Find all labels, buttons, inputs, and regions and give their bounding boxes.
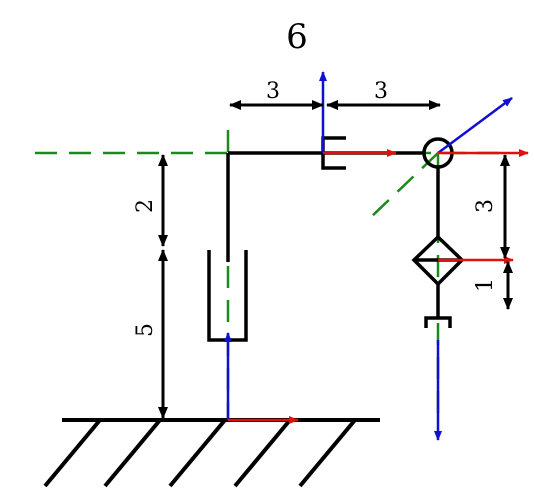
dim-label-vertical-lower-right: 1 bbox=[473, 278, 498, 292]
frame-arrows bbox=[224, 71, 529, 441]
ground-base bbox=[43, 418, 380, 488]
diagram-title: 6 bbox=[286, 17, 308, 57]
dimension-lines bbox=[158, 100, 513, 419]
dim-label-vertical-upper-right: 3 bbox=[473, 199, 498, 213]
dim-label-vertical-upper-left: 2 bbox=[133, 199, 158, 213]
dim-label-horizontal-right: 3 bbox=[374, 79, 388, 104]
dim-label-vertical-lower-left: 5 bbox=[133, 323, 158, 337]
gripper-end-effector bbox=[424, 316, 452, 328]
dim-label-horizontal-left: 3 bbox=[266, 79, 280, 104]
joint3-z-axis-arrow bbox=[437, 96, 513, 155]
